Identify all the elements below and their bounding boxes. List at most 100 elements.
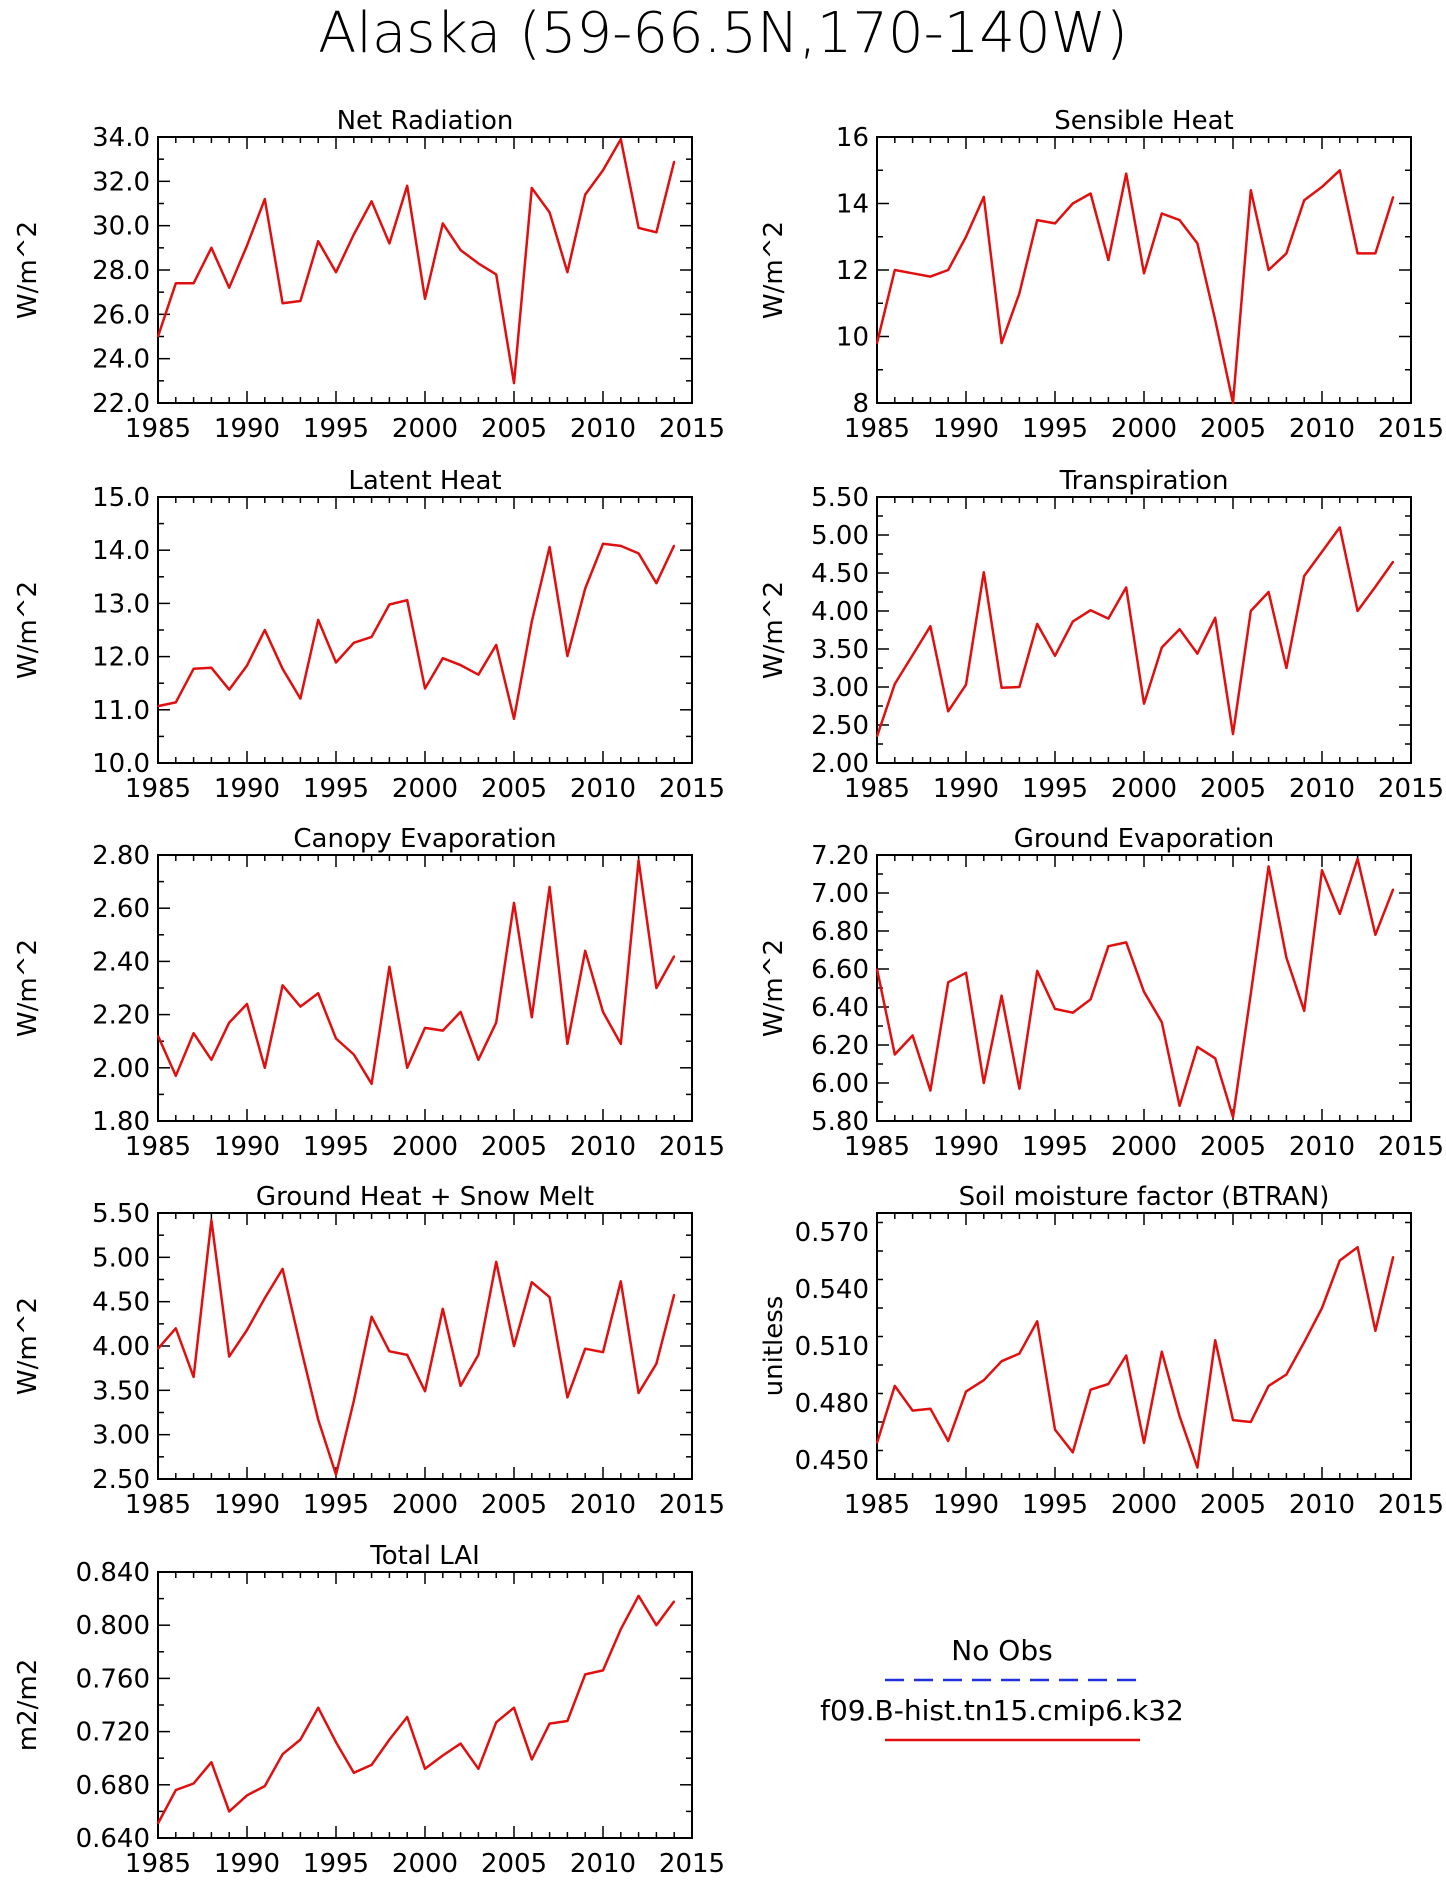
data-point [1196,242,1199,245]
data-point [1321,1307,1323,1309]
data-point [495,1260,498,1263]
legend-label-obs: No Obs [951,1634,1052,1667]
data-point [1267,591,1270,593]
panel-total-lai: Total LAI 1985 1990 1995 2000 2005 2010 2015 0.6… [13,1541,725,1879]
data-point [876,1442,878,1444]
data-point [1036,219,1038,221]
y-tick-label: 12 [836,256,869,286]
x-tick-label: 1985 [125,414,191,444]
panel-canopy-evaporation: Canopy Evaporation 1985 1990 1995 2000 2005 20… [13,824,725,1162]
data-point [566,655,569,657]
x-tick-label: 2015 [1378,1490,1444,1520]
panel-net-radiation: Net Radiation 1985 1990 1995 2000 2005 2010 201… [13,106,725,444]
y-tick-label: 2.60 [92,894,150,924]
data-point [1054,1428,1056,1431]
data-point [210,247,213,249]
data-point [157,705,159,707]
data-point [513,1706,515,1709]
data-point [424,1390,426,1393]
x-tick-label: 1985 [125,774,191,804]
x-tick-label: 2000 [392,1132,458,1162]
data-point [1018,292,1021,295]
x-tick-label: 1990 [214,1849,280,1879]
x-tick-label: 2005 [481,1849,547,1879]
data-point [1339,1259,1341,1262]
x-tick-label: 2005 [481,1490,547,1520]
panel-ground-heat-snow-melt: Ground Heat + Snow Melt 1985 1990 1995 2000 2… [13,1182,725,1520]
data-point [894,683,896,685]
data-point [228,286,230,289]
data-point [876,968,878,970]
data-point [299,1738,302,1741]
data-point [965,1390,967,1393]
data-point [1285,1373,1288,1376]
data-point [1089,609,1092,612]
data-point [548,1296,551,1299]
x-tick-label: 2005 [481,1132,547,1162]
data-point [1000,342,1003,344]
y-tick-label: 4.00 [92,1332,150,1362]
data-point [673,955,675,957]
data-point [1072,620,1074,623]
data-point [1143,1442,1145,1444]
data-point [602,1351,604,1354]
data-point [1054,222,1056,225]
data-point [317,240,320,242]
x-tick-label: 2000 [1111,774,1177,804]
data-point [299,1005,302,1008]
x-tick-label: 1990 [933,1132,999,1162]
series-line [156,1594,676,1824]
data-point [1161,646,1163,649]
x-tick-label: 1990 [214,414,280,444]
data-point [335,271,337,274]
data-point [911,654,914,656]
y-axis-label: W/m^2 [13,581,43,679]
y-tick-label: 32.0 [92,167,150,197]
data-point [1321,550,1323,553]
x-tick-label: 2010 [1289,414,1355,444]
x-tick-label: 2000 [392,414,458,444]
legend-label-model: f09.B-hist.tn15.cmip6.k32 [820,1694,1184,1727]
data-point [1143,991,1145,993]
data-point [317,619,320,621]
x-tick-label: 2005 [481,414,547,444]
data-point [911,1034,914,1037]
x-tick-label: 2010 [570,1490,636,1520]
data-point [1250,992,1252,995]
data-point [513,1345,515,1347]
data-point [406,1354,409,1356]
panel-title: Total LAI [369,1541,480,1571]
data-point [157,1347,159,1350]
data-point [566,271,569,274]
series-line [157,1218,676,1476]
data-point [477,1059,480,1061]
x-tick-label: 2000 [1111,1132,1177,1162]
x-tick-label: 1995 [303,774,369,804]
data-point [388,242,391,245]
data-point [1178,1105,1181,1107]
y-tick-label: 2.40 [92,947,150,977]
series-line [156,137,676,385]
data-point [1107,1383,1110,1385]
data-point [1339,526,1341,529]
x-tick-label: 2010 [1289,1490,1355,1520]
data-point [876,735,878,738]
data-point [1321,869,1323,871]
figure-title: Alaska (59-66.5N,170-140W) [318,1,1128,66]
y-tick-label: 4.00 [811,597,869,627]
data-point [406,184,409,187]
data-point [459,664,462,666]
data-point [1356,858,1359,860]
data-point [1036,970,1038,972]
data-point [1214,1339,1216,1342]
data-point [1214,319,1216,321]
data-point [637,859,640,862]
data-point [637,552,640,555]
data-point [370,636,373,638]
data-point [1392,196,1394,198]
y-tick-label: 2.00 [92,1054,150,1084]
data-point [531,1758,533,1761]
data-point [192,282,195,285]
data-point [673,544,675,547]
